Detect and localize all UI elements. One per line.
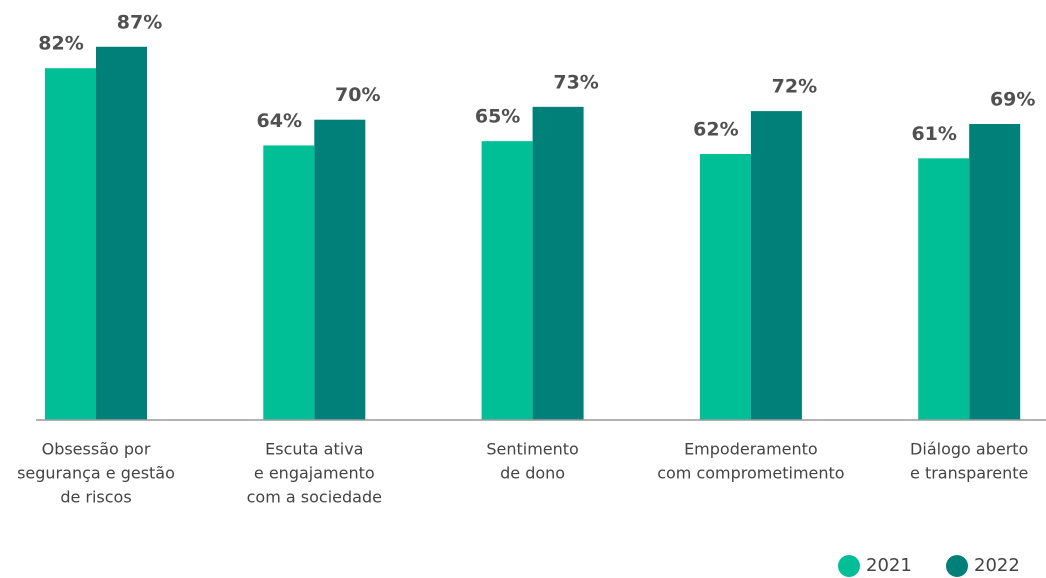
bar bbox=[750, 111, 802, 421]
x-tick-label: Escuta ativa bbox=[265, 440, 363, 459]
bar bbox=[96, 46, 147, 421]
x-tick-label: segurança e gestão bbox=[17, 464, 175, 483]
value-label: 61% bbox=[911, 123, 956, 145]
legend-swatch bbox=[946, 555, 968, 577]
x-tick-label: e engajamento bbox=[254, 464, 375, 483]
x-tick-label: com a sociedade bbox=[247, 488, 382, 507]
x-tick-label: de dono bbox=[500, 464, 565, 483]
value-label: 62% bbox=[693, 119, 738, 141]
x-tick-label: Obsessão por bbox=[42, 440, 151, 459]
bar bbox=[45, 68, 96, 420]
x-tick-label: e transparente bbox=[910, 464, 1028, 483]
value-label: 69% bbox=[990, 88, 1035, 110]
x-tick-label: Empoderamento bbox=[684, 440, 818, 459]
legend-swatch bbox=[838, 555, 860, 577]
x-tick-label: com comprometimento bbox=[657, 464, 844, 483]
bar bbox=[481, 141, 533, 420]
value-label: 82% bbox=[38, 33, 83, 55]
value-label: 70% bbox=[335, 84, 380, 106]
x-tick-label: Sentimento bbox=[486, 440, 579, 459]
x-tick-label: de riscos bbox=[60, 488, 131, 507]
value-label: 73% bbox=[553, 71, 598, 93]
x-tick-label: Diálogo aberto bbox=[910, 440, 1028, 459]
value-label: 65% bbox=[475, 106, 520, 128]
bar bbox=[969, 123, 1021, 421]
bar bbox=[263, 145, 315, 420]
bar bbox=[699, 154, 751, 420]
legend-label: 2022 bbox=[974, 555, 1020, 576]
bar bbox=[918, 158, 970, 420]
bar bbox=[532, 106, 584, 420]
value-label: 87% bbox=[117, 11, 162, 33]
legend-label: 2021 bbox=[866, 555, 912, 576]
value-label: 72% bbox=[772, 76, 817, 98]
value-label: 64% bbox=[257, 110, 302, 132]
bar bbox=[314, 119, 366, 420]
